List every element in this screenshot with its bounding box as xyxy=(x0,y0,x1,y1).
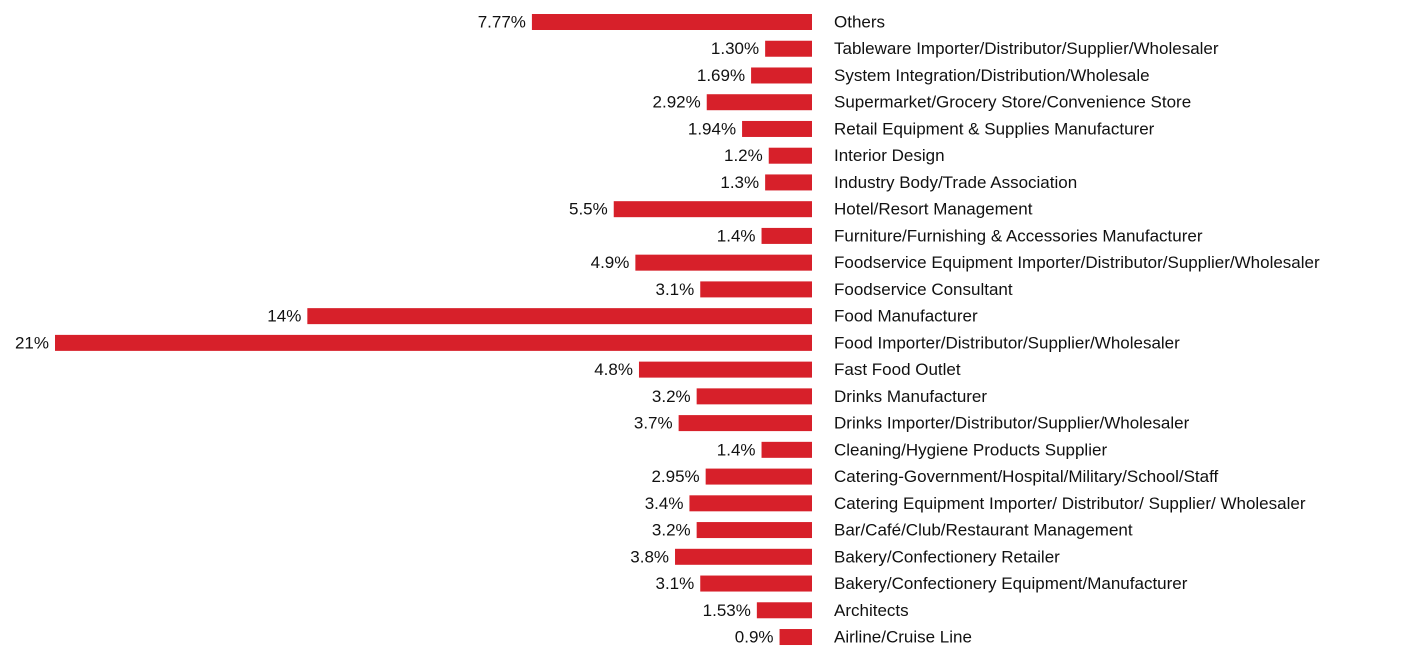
value-label: 3.1% xyxy=(656,574,695,593)
category-label: Architects xyxy=(834,601,909,620)
bar xyxy=(705,468,812,485)
bar xyxy=(742,120,812,137)
category-label: Foodservice Equipment Importer/Distribut… xyxy=(834,253,1320,272)
category-label: Cleaning/Hygiene Products Supplier xyxy=(834,440,1107,459)
value-label: 1.30% xyxy=(711,39,759,58)
category-label: Others xyxy=(834,12,885,31)
value-label: 3.8% xyxy=(630,547,669,566)
bar xyxy=(638,361,812,378)
category-label: Hotel/Resort Management xyxy=(834,200,1033,219)
category-label: Foodservice Consultant xyxy=(834,280,1013,299)
bar xyxy=(761,441,812,458)
value-label: 1.4% xyxy=(717,440,756,459)
category-label: Catering-Government/Hospital/Military/Sc… xyxy=(834,467,1219,486)
category-label: Retail Equipment & Supplies Manufacturer xyxy=(834,119,1155,138)
value-label: 0.9% xyxy=(735,628,774,647)
value-label: 14% xyxy=(267,307,301,326)
category-label: Industry Body/Trade Association xyxy=(834,173,1077,192)
category-label: Supermarket/Grocery Store/Convenience St… xyxy=(834,93,1191,112)
bar xyxy=(689,495,812,512)
bar xyxy=(761,227,812,244)
bar xyxy=(765,40,812,57)
bar xyxy=(700,281,812,298)
bar xyxy=(768,147,812,164)
category-label: Food Importer/Distributor/Supplier/Whole… xyxy=(834,333,1180,352)
category-label: Airline/Cruise Line xyxy=(834,628,972,647)
value-label: 3.2% xyxy=(652,387,691,406)
value-label: 2.92% xyxy=(653,93,701,112)
bar xyxy=(765,174,812,191)
category-label: Bakery/Confectionery Equipment/Manufactu… xyxy=(834,574,1188,593)
value-label: 3.2% xyxy=(652,521,691,540)
bar xyxy=(756,602,812,619)
value-label: 7.77% xyxy=(478,12,526,31)
bar xyxy=(700,575,812,592)
bar xyxy=(635,254,812,271)
bar xyxy=(779,629,812,646)
bar xyxy=(706,94,812,111)
value-label: 4.8% xyxy=(594,360,633,379)
value-label: 1.53% xyxy=(703,601,751,620)
value-label: 1.3% xyxy=(720,173,759,192)
category-label: Interior Design xyxy=(834,146,945,165)
category-label: Furniture/Furnishing & Accessories Manuf… xyxy=(834,226,1203,245)
value-label: 21% xyxy=(15,333,49,352)
value-label: 4.9% xyxy=(591,253,630,272)
category-label: Drinks Manufacturer xyxy=(834,387,987,406)
bar xyxy=(751,67,812,84)
value-label: 1.94% xyxy=(688,119,736,138)
value-label: 3.7% xyxy=(634,414,673,433)
category-label: Tableware Importer/Distributor/Supplier/… xyxy=(834,39,1219,58)
category-label: Food Manufacturer xyxy=(834,307,978,326)
value-label: 5.5% xyxy=(569,200,608,219)
category-label: Bakery/Confectionery Retailer xyxy=(834,547,1060,566)
bar xyxy=(613,201,812,218)
value-label: 1.2% xyxy=(724,146,763,165)
category-label: Catering Equipment Importer/ Distributor… xyxy=(834,494,1306,513)
value-label: 1.4% xyxy=(717,226,756,245)
bar xyxy=(531,14,812,30)
value-label: 1.69% xyxy=(697,66,745,85)
value-label: 2.95% xyxy=(651,467,699,486)
value-label: 3.1% xyxy=(656,280,695,299)
category-label: Fast Food Outlet xyxy=(834,360,961,379)
category-label: Bar/Café/Club/Restaurant Management xyxy=(834,521,1133,540)
bar xyxy=(696,388,812,405)
bar xyxy=(696,522,812,539)
category-label: System Integration/Distribution/Wholesal… xyxy=(834,66,1150,85)
bar xyxy=(55,334,812,351)
category-label: Drinks Importer/Distributor/Supplier/Who… xyxy=(834,414,1190,433)
bar xyxy=(307,308,812,325)
value-label: 3.4% xyxy=(645,494,684,513)
bar xyxy=(678,415,812,432)
bar xyxy=(675,548,812,565)
